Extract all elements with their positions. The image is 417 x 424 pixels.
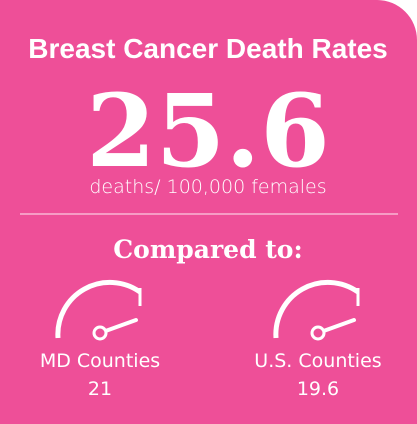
comparison-heading: Compared to:	[113, 235, 302, 264]
unit: deaths/ 100,000 females	[89, 176, 326, 198]
comparison-value: 21	[88, 378, 112, 400]
title: Breast Cancer Death Rates	[28, 33, 388, 64]
comparison-label: U.S. Counties	[254, 350, 381, 372]
gauge-icon	[55, 279, 142, 341]
main-value: 25.6	[86, 72, 330, 190]
gauge-icon	[273, 279, 360, 341]
comparison-value: 19.6	[297, 378, 339, 400]
comparison-label: MD Counties	[40, 350, 160, 372]
